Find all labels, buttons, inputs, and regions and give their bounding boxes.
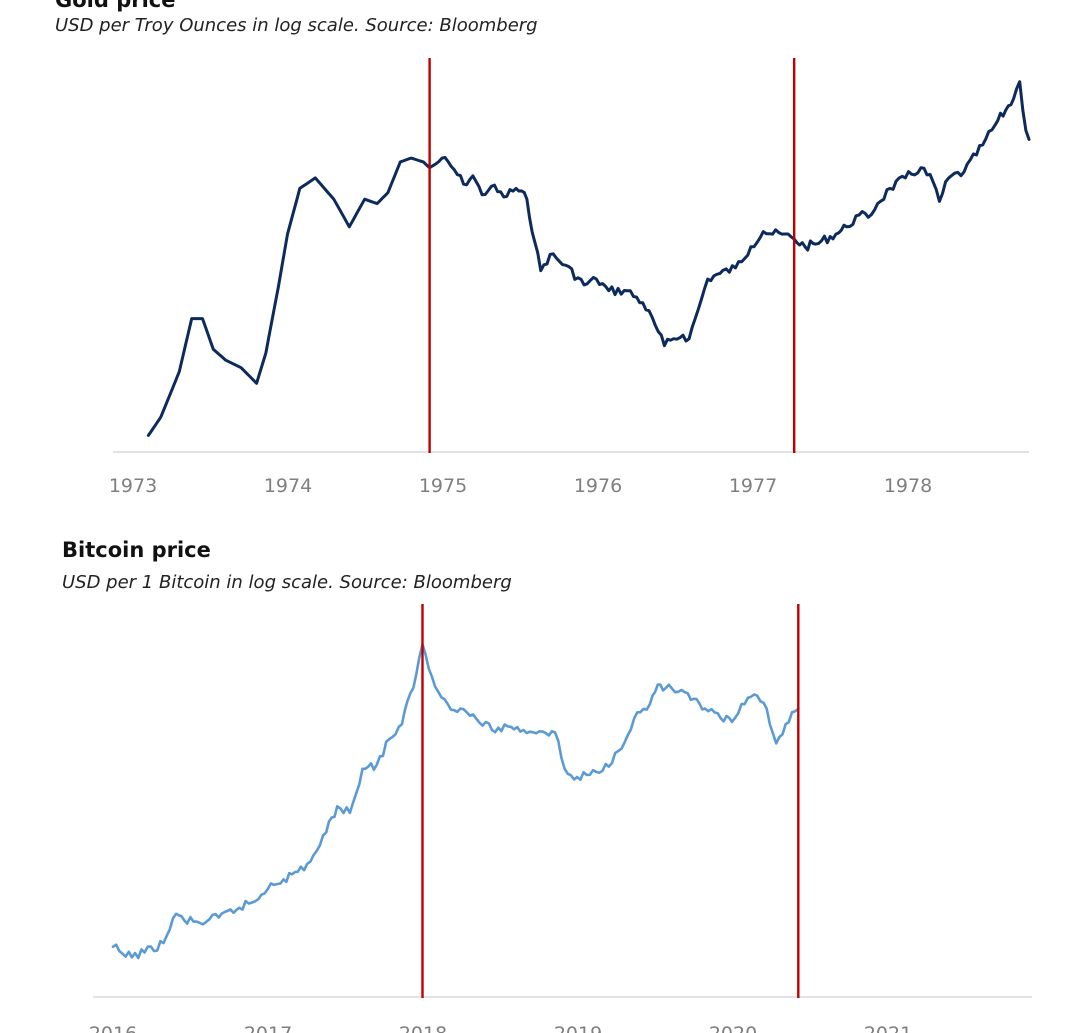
btc-x-tick-label: 2018 xyxy=(399,1023,447,1033)
btc-price-line xyxy=(111,643,800,960)
gold-chart-title: Gold price xyxy=(55,0,176,12)
btc-x-tick-label: 2017 xyxy=(244,1023,292,1033)
gold-x-tick-label: 1975 xyxy=(419,475,467,497)
btc-x-tick-label: 2021 xyxy=(864,1023,912,1033)
gold-price-chart: 1973 1974 1975 1976 1977 1978 xyxy=(109,58,1031,497)
btc-x-tick-label: 2020 xyxy=(709,1023,757,1033)
gold-x-tick-label: 1973 xyxy=(109,475,157,497)
gold-x-tick-label: 1976 xyxy=(574,475,622,497)
gold-x-tick-label: 1977 xyxy=(729,475,777,497)
gold-x-tick-label: 1974 xyxy=(264,475,312,497)
btc-x-tick-label: 2016 xyxy=(89,1023,137,1033)
bitcoin-chart-title: Bitcoin price xyxy=(62,538,211,562)
gold-chart-subtitle: USD per Troy Ounces in log scale. Source… xyxy=(55,15,538,36)
bitcoin-price-chart: 2016 2017 2018 2019 2020 2021 xyxy=(89,604,1032,1033)
gold-price-line xyxy=(146,80,1031,437)
gold-x-tick-label: 1978 xyxy=(884,475,932,497)
btc-x-tick-label: 2019 xyxy=(554,1023,602,1033)
bitcoin-chart-subtitle: USD per 1 Bitcoin in log scale. Source: … xyxy=(62,572,512,593)
